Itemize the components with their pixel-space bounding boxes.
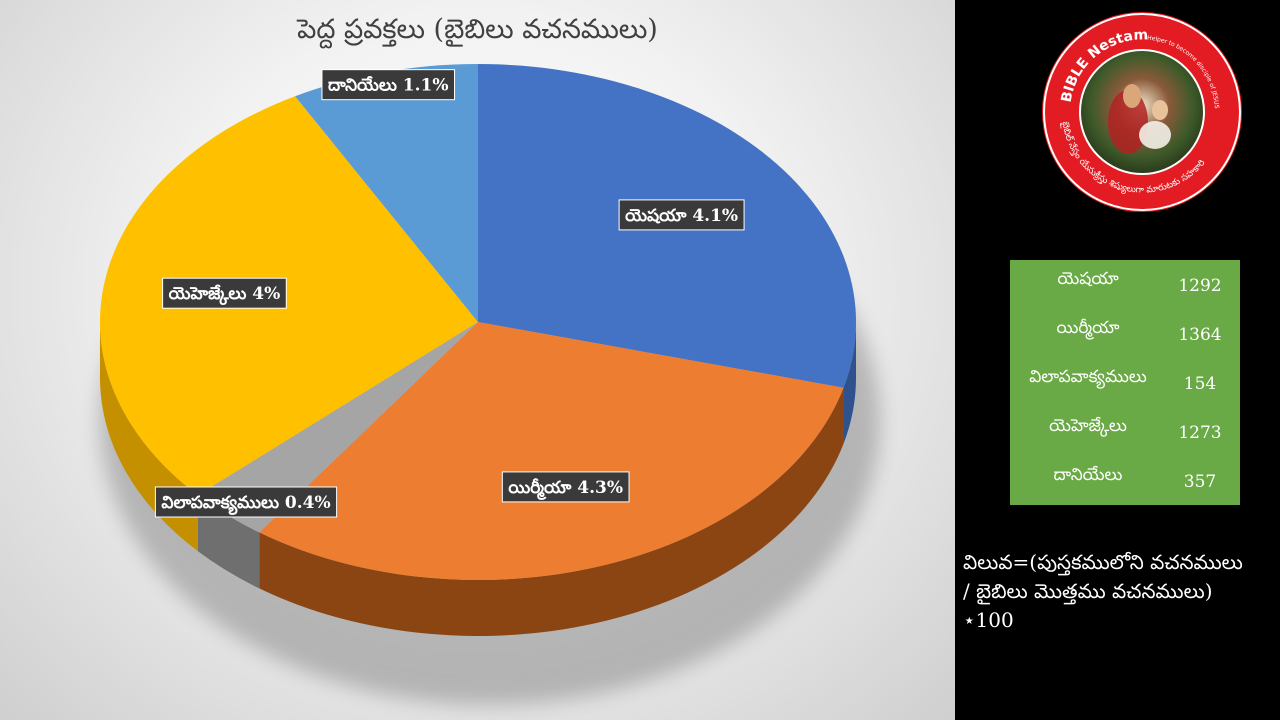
data-label-box-4: [321, 69, 456, 101]
pie-slice-side-1: [259, 387, 844, 636]
data-label-text-0: యెషయా 4.1%: [625, 206, 738, 226]
table-row: యిర్మీయా 1364: [1010, 309, 1240, 358]
verse-count: 1292: [1178, 276, 1222, 296]
book-name: విలాపవాక్యములు: [1029, 367, 1147, 387]
data-label-box-1: [501, 471, 630, 503]
verse-count-table: యెషయా 1292 యిర్మీయా 1364 విలాపవాక్యములు …: [1010, 260, 1240, 505]
data-label-box-2: [154, 486, 338, 518]
book-name: యిర్మీయా: [1056, 318, 1120, 338]
data-label-text-4: దానియేలు 1.1%: [328, 76, 449, 96]
verse-count: 1273: [1178, 423, 1222, 443]
table-row: యెహెజ్కేలు 1273: [1010, 407, 1240, 456]
data-label-4: దానియేలు 1.1%: [321, 69, 456, 101]
data-label-1: యిర్మీయా 4.3%: [501, 471, 630, 503]
data-label-box-3: [162, 277, 287, 309]
pie-slice-3: [99, 96, 478, 496]
formula-line: విలువ=(పుస్తకములోని వచనములు: [963, 550, 1243, 574]
chart-title: పెద్ద ప్రవక్తలు (బైబిలు వచనములు): [297, 14, 658, 45]
formula-line: / బైబిలు మొత్తము వచనములు): [963, 579, 1213, 603]
pie-chart: యెషయా 4.1% యిర్మీయా 4.3% విలాపవాక్యములు 0.…: [99, 64, 880, 705]
bible-nestam-logo: BIBLE Nestam Helper to become disciple o…: [1040, 10, 1242, 212]
verse-count: 357: [1183, 472, 1217, 492]
table-row: యెషయా 1292: [1010, 260, 1240, 309]
data-label-text-2: విలాపవాక్యములు 0.4%: [161, 493, 330, 515]
table-row: దానియేలు 357: [1010, 456, 1240, 505]
data-label-text-3: యెహెజ్కేలు 4%: [169, 284, 281, 306]
chart-area: పెద్ద ప్రవక్తలు (బైబిలు వచనములు) యెషయా 4…: [0, 0, 955, 720]
formula-line: ⋆100: [963, 608, 1014, 632]
book-name: యెహెజ్కేలు: [1049, 416, 1127, 436]
data-label-text-1: యిర్మీయా 4.3%: [508, 478, 623, 500]
pie-slice-side-0: [843, 322, 856, 444]
pie-slice-side-2: [197, 495, 260, 589]
formula-note: విలువ=(పుస్తకములోని వచనములు / బైబిలు మొత…: [963, 548, 1273, 635]
pie-slice-1: [259, 322, 844, 580]
data-label-3: యెహెజ్కేలు 4%: [162, 277, 287, 309]
book-name: యెషయా: [1057, 269, 1119, 289]
pie-slice-2: [197, 322, 479, 533]
book-name: దానియేలు: [1053, 465, 1123, 485]
data-label-0: యెషయా 4.1%: [618, 199, 745, 231]
data-label-2: విలాపవాక్యములు 0.4%: [154, 486, 338, 518]
verse-count: 1364: [1178, 325, 1222, 345]
pie-slice-4: [295, 64, 478, 322]
table-row: విలాపవాక్యములు 154: [1010, 358, 1240, 407]
data-label-box-0: [618, 199, 745, 231]
verse-count: 154: [1183, 374, 1217, 394]
